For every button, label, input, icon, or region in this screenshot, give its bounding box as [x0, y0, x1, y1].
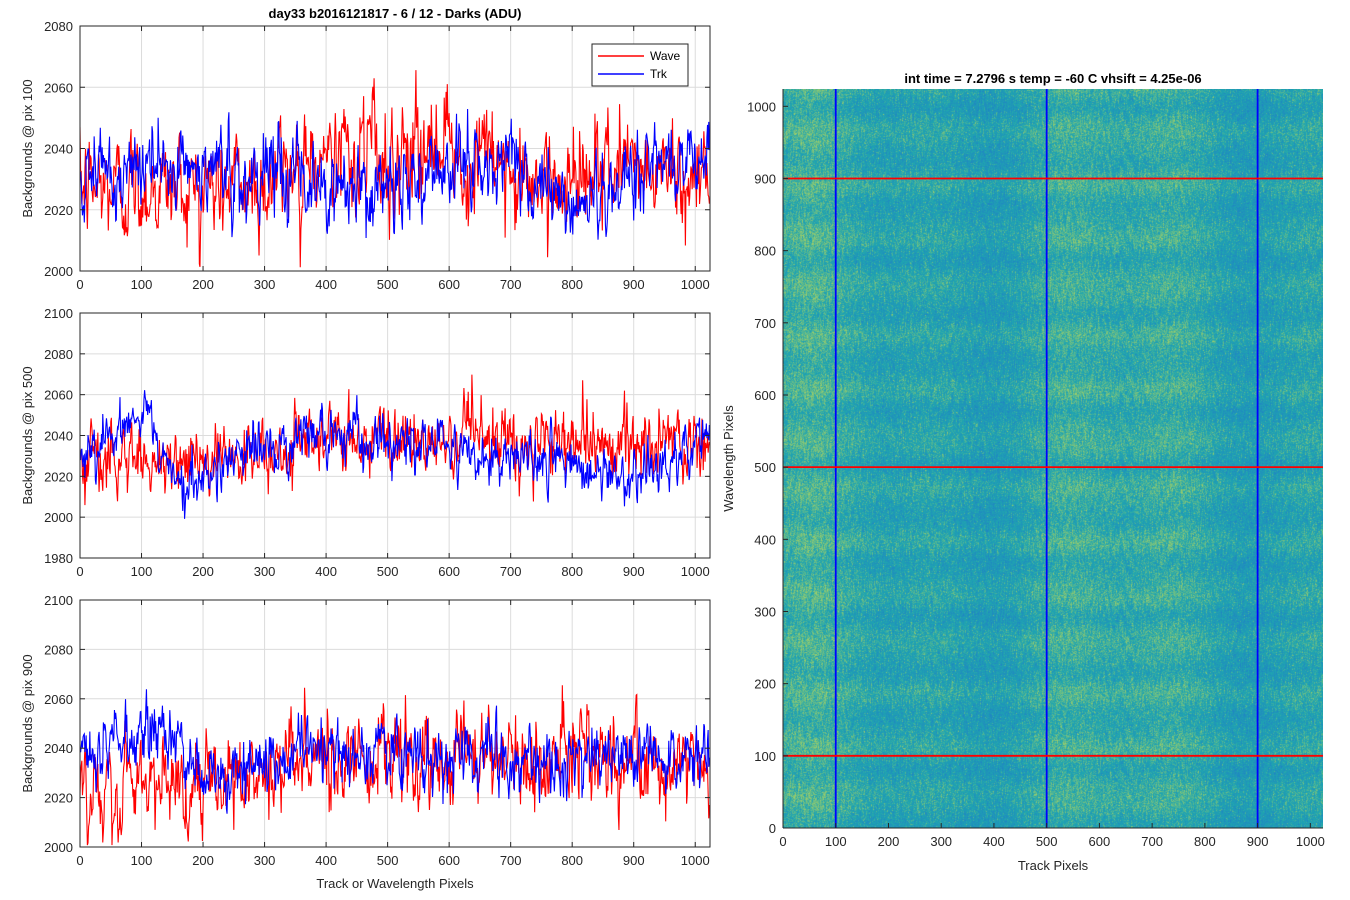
y-tick-label: 500 [754, 460, 776, 475]
chart-title: int time = 7.2796 s temp = -60 C vhsift … [904, 71, 1201, 86]
y-tick-label: 2060 [44, 388, 73, 403]
x-axis-label: Track or Wavelength Pixels [316, 876, 474, 891]
x-tick-label: 800 [561, 277, 583, 292]
y-tick-label: 2000 [44, 264, 73, 279]
x-tick-label: 0 [76, 564, 83, 579]
y-tick-label: 0 [769, 821, 776, 836]
bottom-line-plot: 0 100 200 300 400 500 600 700 800 900 1000 2000 2020… [20, 593, 711, 891]
y-tick-label: 1000 [747, 99, 776, 114]
series-line-trk [80, 689, 710, 814]
series-line-wave [80, 374, 710, 506]
legend-entry-trk: Trk [650, 67, 668, 81]
x-tick-label: 800 [561, 564, 583, 579]
x-tick-label: 100 [131, 564, 153, 579]
top-line-plot: 0 100 200 300 400 500 600 700 800 900 1000 2000 2020… [20, 6, 711, 292]
y-axis-label: Wavelength Pixels [721, 405, 736, 512]
y-tick-label: 700 [754, 316, 776, 331]
heatmap-image [783, 89, 1323, 828]
middle-line-plot: 0 100 200 300 400 500 600 700 800 900 1000 1980 2000… [20, 306, 711, 579]
x-tick-label: 300 [254, 564, 276, 579]
x-tick-label: 700 [500, 564, 522, 579]
x-tick-label: 400 [983, 834, 1005, 849]
x-tick-label: 200 [192, 277, 214, 292]
chart-title: day33 b2016121817 - 6 / 12 - Darks (ADU) [269, 6, 522, 21]
y-tick-label: 2020 [44, 791, 73, 806]
y-axis-label: Backgrounds @ pix 100 [20, 79, 35, 217]
y-tick-label: 2020 [44, 203, 73, 218]
y-tick-label: 2040 [44, 429, 73, 444]
x-tick-label: 900 [623, 853, 645, 868]
y-tick-label: 2000 [44, 510, 73, 525]
y-tick-label: 2060 [44, 692, 73, 707]
x-tick-label: 1000 [681, 853, 710, 868]
x-tick-label: 500 [377, 277, 399, 292]
x-tick-label: 300 [254, 277, 276, 292]
legend-entry-wave: Wave [650, 49, 681, 63]
heatmap-canvas [783, 89, 1323, 828]
y-tick-label: 800 [754, 244, 776, 259]
x-tick-label: 700 [500, 853, 522, 868]
y-tick-label: 600 [754, 388, 776, 403]
legend [591, 43, 689, 87]
x-tick-label: 900 [623, 277, 645, 292]
x-tick-label: 500 [377, 564, 399, 579]
y-tick-label: 300 [754, 604, 776, 619]
x-tick-label: 1000 [681, 277, 710, 292]
x-tick-label: 1000 [1296, 834, 1325, 849]
y-tick-label: 2000 [44, 840, 73, 855]
x-tick-label: 1000 [681, 564, 710, 579]
x-tick-label: 400 [315, 853, 337, 868]
series-line-trk [80, 109, 710, 240]
y-tick-label: 2080 [44, 19, 73, 34]
x-axis-label: Track Pixels [1018, 858, 1089, 873]
x-tick-label: 0 [76, 853, 83, 868]
x-tick-label: 600 [438, 853, 460, 868]
x-tick-label: 800 [561, 853, 583, 868]
axes-frame [79, 599, 711, 848]
y-tick-label: 2040 [44, 142, 73, 157]
y-tick-label: 900 [754, 171, 776, 186]
x-tick-label: 100 [825, 834, 847, 849]
y-tick-label: 100 [754, 749, 776, 764]
y-tick-label: 2080 [44, 347, 73, 362]
y-tick-label: 2060 [44, 80, 73, 95]
x-tick-label: 200 [192, 564, 214, 579]
x-tick-label: 0 [779, 834, 786, 849]
y-tick-label: 2100 [44, 593, 73, 608]
x-tick-label: 700 [1141, 834, 1163, 849]
x-tick-label: 500 [1036, 834, 1058, 849]
x-tick-label: 700 [500, 277, 522, 292]
y-axis-label: Backgrounds @ pix 900 [20, 654, 35, 792]
x-tick-label: 500 [377, 853, 399, 868]
x-tick-label: 300 [254, 853, 276, 868]
x-tick-label: 400 [315, 277, 337, 292]
x-tick-label: 300 [930, 834, 952, 849]
y-tick-label: 2040 [44, 741, 73, 756]
x-tick-label: 600 [438, 277, 460, 292]
x-tick-label: 900 [623, 564, 645, 579]
heatmap-plot: 0 100 200 300 400 500 600 700 800 900 1000 0 100 200 3… [721, 71, 1325, 873]
x-tick-label: 600 [438, 564, 460, 579]
x-tick-label: 900 [1247, 834, 1269, 849]
y-tick-label: 2020 [44, 469, 73, 484]
y-tick-label: 1980 [44, 551, 73, 566]
y-tick-label: 200 [754, 677, 776, 692]
x-tick-label: 100 [131, 277, 153, 292]
y-tick-label: 2100 [44, 306, 73, 321]
x-tick-label: 400 [315, 564, 337, 579]
y-tick-label: 2080 [44, 642, 73, 657]
series-line-wave [80, 70, 710, 268]
y-tick-label: 400 [754, 532, 776, 547]
series-line-trk [80, 390, 710, 519]
x-tick-label: 0 [76, 277, 83, 292]
y-axis-label: Backgrounds @ pix 500 [20, 366, 35, 504]
x-tick-label: 200 [878, 834, 900, 849]
x-tick-label: 600 [1089, 834, 1111, 849]
x-tick-label: 100 [131, 853, 153, 868]
x-tick-label: 200 [192, 853, 214, 868]
x-tick-label: 800 [1194, 834, 1216, 849]
